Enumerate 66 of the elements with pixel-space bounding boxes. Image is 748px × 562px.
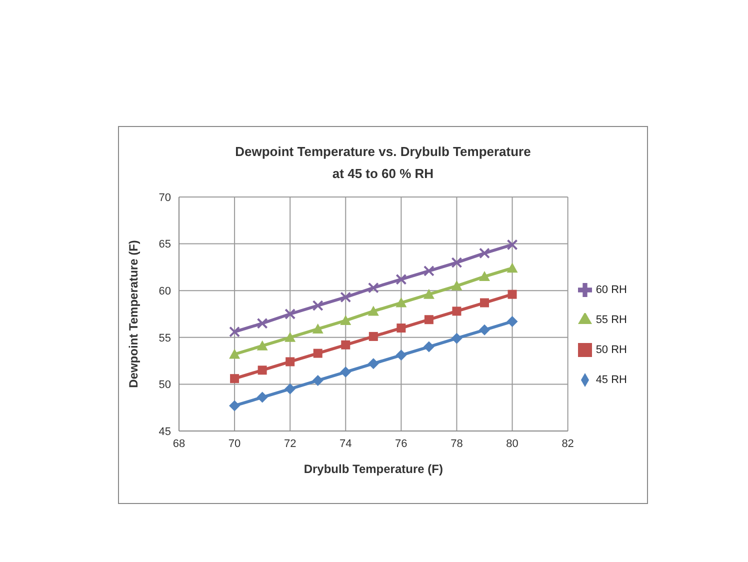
point [508,290,517,299]
y-tick-label: 50 [158,379,171,392]
point [341,340,350,350]
point [396,297,407,308]
point [423,288,434,299]
point [340,292,352,303]
x-tick-label: 68 [172,438,186,450]
point [396,324,406,333]
point [256,340,268,350]
point [506,262,518,273]
x-tick-label: 82 [562,438,574,450]
point [368,306,379,316]
point [284,332,296,342]
point [478,324,490,336]
point [284,308,296,320]
point [229,348,240,359]
point [340,315,352,326]
x-tick-label: 70 [228,438,241,450]
point [256,392,268,403]
point [284,383,296,394]
point [229,400,240,412]
y-axis-title: Dewpoint Temperature (F) [126,240,140,388]
point [256,318,268,329]
y-tick-label: 70 [158,192,171,204]
x-tick-label: 80 [506,438,518,450]
x-tick-label: 74 [340,438,352,450]
point [478,271,490,282]
point [478,248,490,259]
point [506,316,518,327]
point [451,257,462,268]
legend-label: 45 RH [596,374,627,386]
point [312,374,324,386]
point [451,332,462,344]
x-tick-label: 76 [395,438,408,450]
legend-label: 60 RH [596,284,627,296]
y-tick-label: 65 [158,238,171,251]
point [506,239,518,250]
chart-subtitle: at 45 to 60 % RH [331,165,435,183]
point [368,282,379,294]
point [423,265,434,276]
point [286,357,295,366]
y-tick-label: 55 [158,332,171,344]
point [396,274,407,285]
point [258,366,267,375]
point [396,350,407,361]
point [230,374,240,384]
point [340,366,352,378]
point [452,306,462,316]
point [424,315,434,324]
chart-title: Dewpoint Temperature vs. Drybulb Temperature [234,143,532,161]
point [368,358,379,370]
point [451,280,462,290]
x-axis-title: Drybulb Temperature (F) [304,462,443,476]
y-tick-label: 45 [158,426,171,438]
x-tick-label: 72 [284,438,296,450]
legend-label: 55 RH [596,314,627,326]
y-tick-label: 60 [158,286,171,298]
point [480,298,489,308]
point [312,323,324,334]
point [368,332,378,341]
x-tick-label: 78 [450,438,463,450]
point [312,300,324,312]
point [229,326,240,338]
point [313,348,322,358]
point [423,341,434,352]
legend-label: 50 RH [596,344,627,356]
